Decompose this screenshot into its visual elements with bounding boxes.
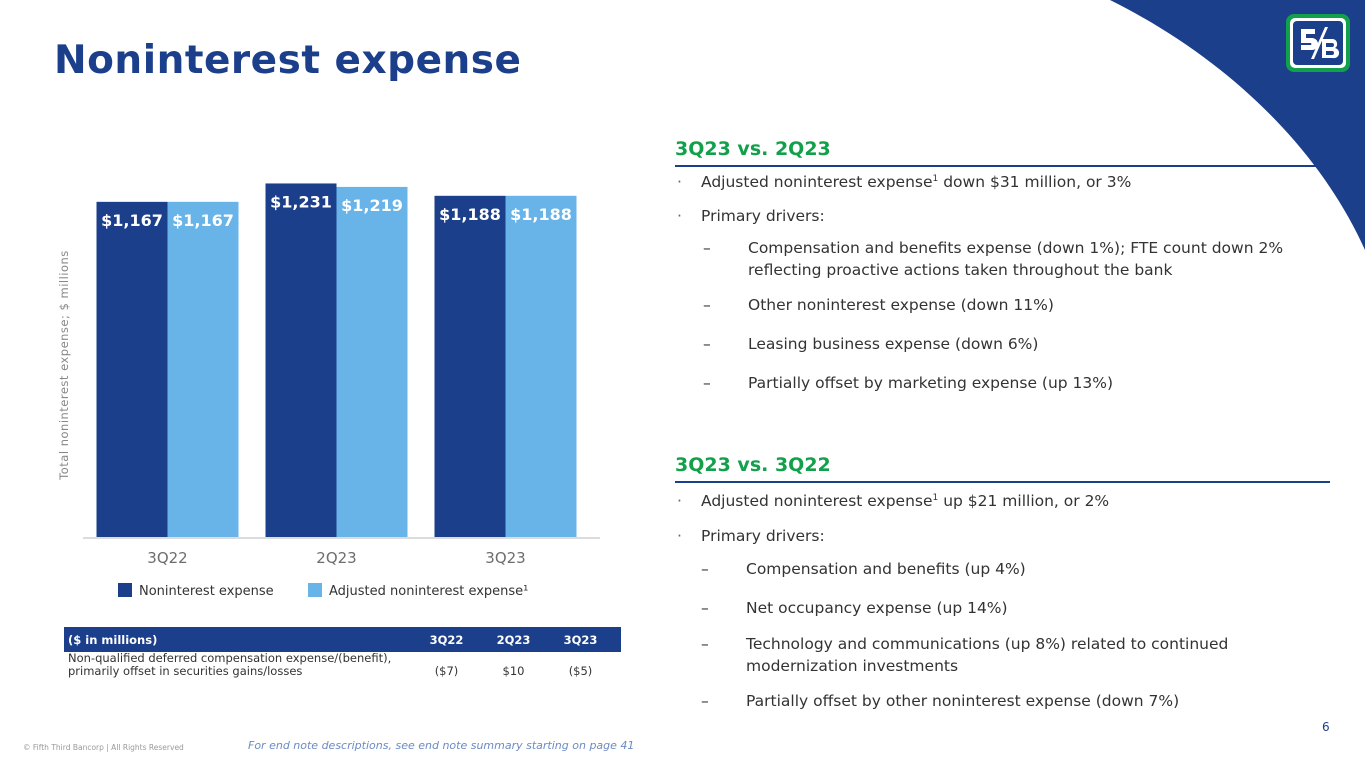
sub-item: – Leasing business expense (down 6%) xyxy=(703,335,1039,353)
bullet-dot: · xyxy=(677,173,682,191)
dash: – xyxy=(701,599,709,617)
table-header-col: 3Q22 xyxy=(429,632,464,647)
table-cell: $10 xyxy=(502,664,525,678)
bar xyxy=(167,201,239,538)
sub-item: – Partially offset by marketing expense … xyxy=(703,374,1114,392)
bar-data-label: $1,188 xyxy=(439,205,501,224)
table-header-col: 3Q23 xyxy=(563,632,598,647)
sub-item: – Partially offset by other noninterest … xyxy=(701,692,1180,710)
dash: – xyxy=(703,374,711,392)
bar xyxy=(434,195,506,537)
footnote-mark: 1 xyxy=(932,173,939,184)
section-3q23-vs-3q22: 3Q23 vs. 3Q22 xyxy=(675,452,1330,483)
bar-data-label: $1,167 xyxy=(172,211,234,230)
section-3q23-vs-2q23: 3Q23 vs. 2Q23 xyxy=(675,136,1330,167)
dash: – xyxy=(701,692,709,710)
fifth-third-logo-icon xyxy=(1286,14,1350,72)
sub-item: – Other noninterest expense (down 11%) xyxy=(703,296,1054,314)
dash: – xyxy=(703,335,711,353)
table-cell: ($7) xyxy=(434,664,459,678)
page-title: Noninterest expense xyxy=(54,38,522,83)
bar xyxy=(505,195,577,537)
table-row: Non-qualified deferred compensation expe… xyxy=(64,652,621,678)
legend-swatch xyxy=(118,583,132,597)
bar-chart: $1,167 $1,167 3Q22 $1,231 $1,219 2Q23 $1,188 $1… xyxy=(57,183,600,599)
page-number: 6 xyxy=(1322,720,1330,734)
bullet-item: · Adjusted noninterest expense1 up $21 m… xyxy=(677,492,1110,510)
copyright: © Fifth Third Bancorp | All Rights Reser… xyxy=(23,743,184,752)
legend-label: Noninterest expense xyxy=(139,584,274,599)
bar xyxy=(96,201,168,538)
bullet-dot: · xyxy=(677,492,682,510)
section-title: 3Q23 vs. 3Q22 xyxy=(675,452,1330,483)
sub-item: – Technology and communications (up 8%) … xyxy=(701,635,1229,675)
bar xyxy=(265,183,337,538)
dash: – xyxy=(701,560,709,578)
x-tick-label: 3Q23 xyxy=(485,549,525,567)
bar-data-label: $1,188 xyxy=(510,205,572,224)
table-cell: ($5) xyxy=(568,664,593,678)
bullet-item: · Primary drivers: xyxy=(677,207,825,225)
x-tick-label: 2Q23 xyxy=(316,549,356,567)
bar xyxy=(336,186,408,537)
bullet-dot: · xyxy=(677,207,682,225)
sub-item: – Compensation and benefits expense (dow… xyxy=(703,239,1284,279)
y-axis-label: Total noninterest expense; $ millions xyxy=(57,250,71,481)
table-row-label: Non-qualified deferred compensation expe… xyxy=(68,651,392,678)
x-tick-label: 3Q22 xyxy=(147,549,187,567)
endnote: For end note descriptions, see end note … xyxy=(248,739,635,752)
bullet-item: · Primary drivers: xyxy=(677,527,825,545)
bullet-item: · Adjusted noninterest expense1 down $31… xyxy=(677,173,1132,191)
bar-data-label: $1,167 xyxy=(101,211,163,230)
section-title: 3Q23 vs. 2Q23 xyxy=(675,136,1330,167)
table-header-col: 2Q23 xyxy=(496,632,531,647)
footnote-mark: 1 xyxy=(932,492,939,503)
sub-item: – Compensation and benefits (up 4%) xyxy=(701,560,1026,578)
legend-swatch xyxy=(308,583,322,597)
table-header: ($ in millions) 3Q22 2Q23 3Q23 xyxy=(64,627,621,652)
dash: – xyxy=(701,635,709,653)
bar-data-label: $1,219 xyxy=(341,196,403,215)
bullet-dot: · xyxy=(677,527,682,545)
sub-item: – Net occupancy expense (up 14%) xyxy=(701,599,1008,617)
dash: – xyxy=(703,296,711,314)
table-header-label: ($ in millions) xyxy=(68,632,158,647)
legend-label: Adjusted noninterest expense¹ xyxy=(329,584,528,599)
deferred-comp-table: ($ in millions) 3Q22 2Q23 3Q23 Non-quali… xyxy=(64,627,621,678)
bar-data-label: $1,231 xyxy=(270,192,332,211)
dash: – xyxy=(703,239,711,257)
